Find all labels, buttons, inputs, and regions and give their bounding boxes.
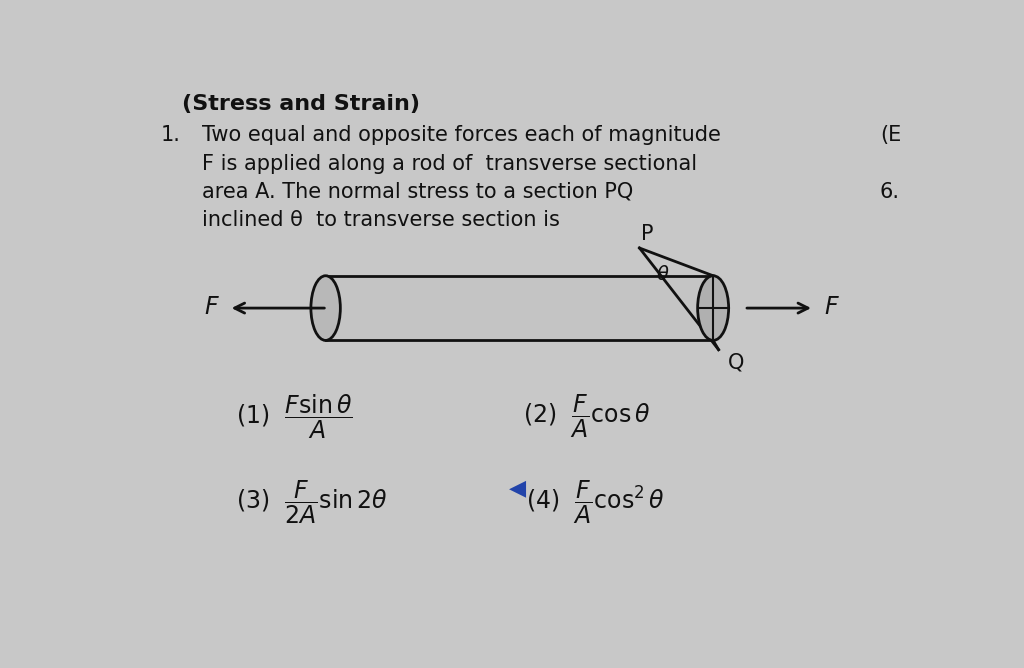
Text: F is applied along a rod of  transverse sectional: F is applied along a rod of transverse s… xyxy=(202,154,696,174)
Polygon shape xyxy=(326,276,713,341)
Text: (E: (E xyxy=(880,125,901,145)
Text: $(3)\ \ \dfrac{F}{2A}\sin 2\theta$: $(3)\ \ \dfrac{F}{2A}\sin 2\theta$ xyxy=(237,479,388,526)
Ellipse shape xyxy=(311,276,340,341)
Text: $\theta$: $\theta$ xyxy=(656,265,670,285)
Text: $\blacktriangleleft$: $\blacktriangleleft$ xyxy=(504,479,527,500)
Text: $F$: $F$ xyxy=(823,295,840,319)
Text: 1.: 1. xyxy=(161,125,180,145)
Text: Q: Q xyxy=(728,353,744,373)
Text: inclined θ  to transverse section is: inclined θ to transverse section is xyxy=(202,210,559,230)
Text: Two equal and opposite forces each of magnitude: Two equal and opposite forces each of ma… xyxy=(202,125,721,145)
Text: P: P xyxy=(641,224,653,244)
Text: $F$: $F$ xyxy=(204,295,219,319)
Ellipse shape xyxy=(697,276,729,341)
Text: 6.: 6. xyxy=(880,182,900,202)
Text: $(1)\ \ \dfrac{F\sin\theta}{A}$: $(1)\ \ \dfrac{F\sin\theta}{A}$ xyxy=(237,393,353,441)
Text: $(2)\ \ \dfrac{F}{A}\cos\theta$: $(2)\ \ \dfrac{F}{A}\cos\theta$ xyxy=(523,393,651,440)
Text: $(4)\ \ \dfrac{F}{A}\cos^2\theta$: $(4)\ \ \dfrac{F}{A}\cos^2\theta$ xyxy=(525,479,665,526)
Text: (Stress and Strain): (Stress and Strain) xyxy=(182,94,420,114)
Text: area A. The normal stress to a section PQ: area A. The normal stress to a section P… xyxy=(202,182,633,202)
